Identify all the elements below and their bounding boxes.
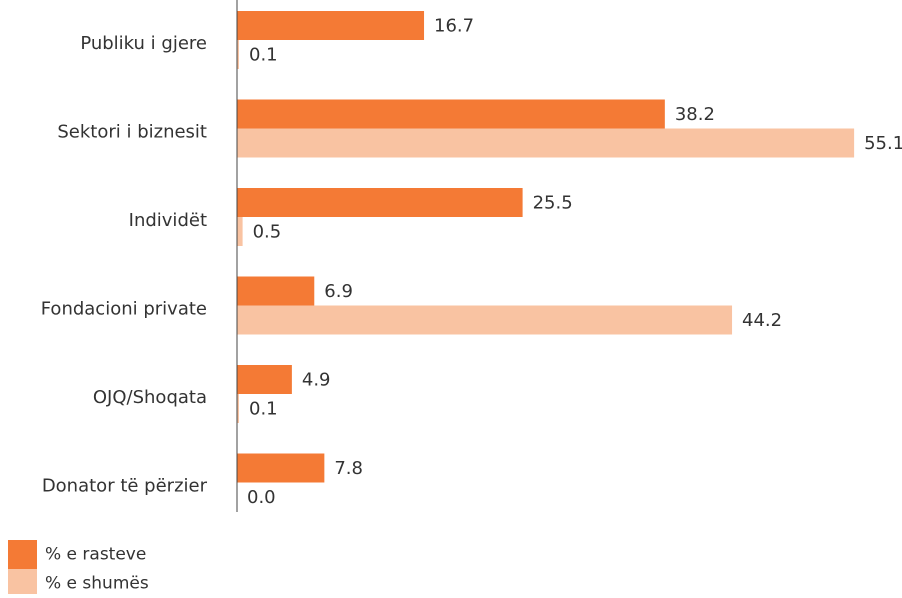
bar-rasteve xyxy=(237,365,292,394)
data-label: 55.1 xyxy=(864,133,902,154)
data-label: 25.5 xyxy=(533,193,573,214)
bar-shumes xyxy=(237,40,239,69)
category-label: Donator të përzier xyxy=(42,476,208,497)
data-label: 4.9 xyxy=(302,370,331,391)
legend-swatch xyxy=(8,540,37,569)
bar-shumes xyxy=(237,128,855,158)
bar-rasteve xyxy=(237,188,523,217)
data-label: 0.5 xyxy=(253,222,282,243)
bar-rasteve xyxy=(237,99,665,129)
legend-swatch xyxy=(8,569,37,598)
category-label: Individët xyxy=(129,210,207,231)
category-label: Fondacioni private xyxy=(41,299,207,320)
data-label: 6.9 xyxy=(324,281,353,302)
category-label: Publiku i gjere xyxy=(80,33,207,54)
bar-rasteve xyxy=(237,276,315,306)
bar-shumes xyxy=(237,394,239,423)
bar-shumes xyxy=(237,305,733,335)
data-label: 0.1 xyxy=(249,399,278,420)
data-label: 0.0 xyxy=(247,487,276,508)
legend-label: % e rasteve xyxy=(45,545,146,565)
legend-label: % e shumës xyxy=(45,574,149,594)
data-label: 38.2 xyxy=(675,104,715,125)
bar-rasteve xyxy=(237,453,325,483)
bar-rasteve xyxy=(237,11,425,40)
data-label: 16.7 xyxy=(434,16,474,37)
data-label: 44.2 xyxy=(742,310,782,331)
data-label: 7.8 xyxy=(334,458,363,479)
category-label: OJQ/Shoqata xyxy=(93,387,207,408)
category-label: Sektori i biznesit xyxy=(57,122,207,143)
bar-shumes xyxy=(237,217,243,246)
data-label: 0.1 xyxy=(249,45,278,66)
